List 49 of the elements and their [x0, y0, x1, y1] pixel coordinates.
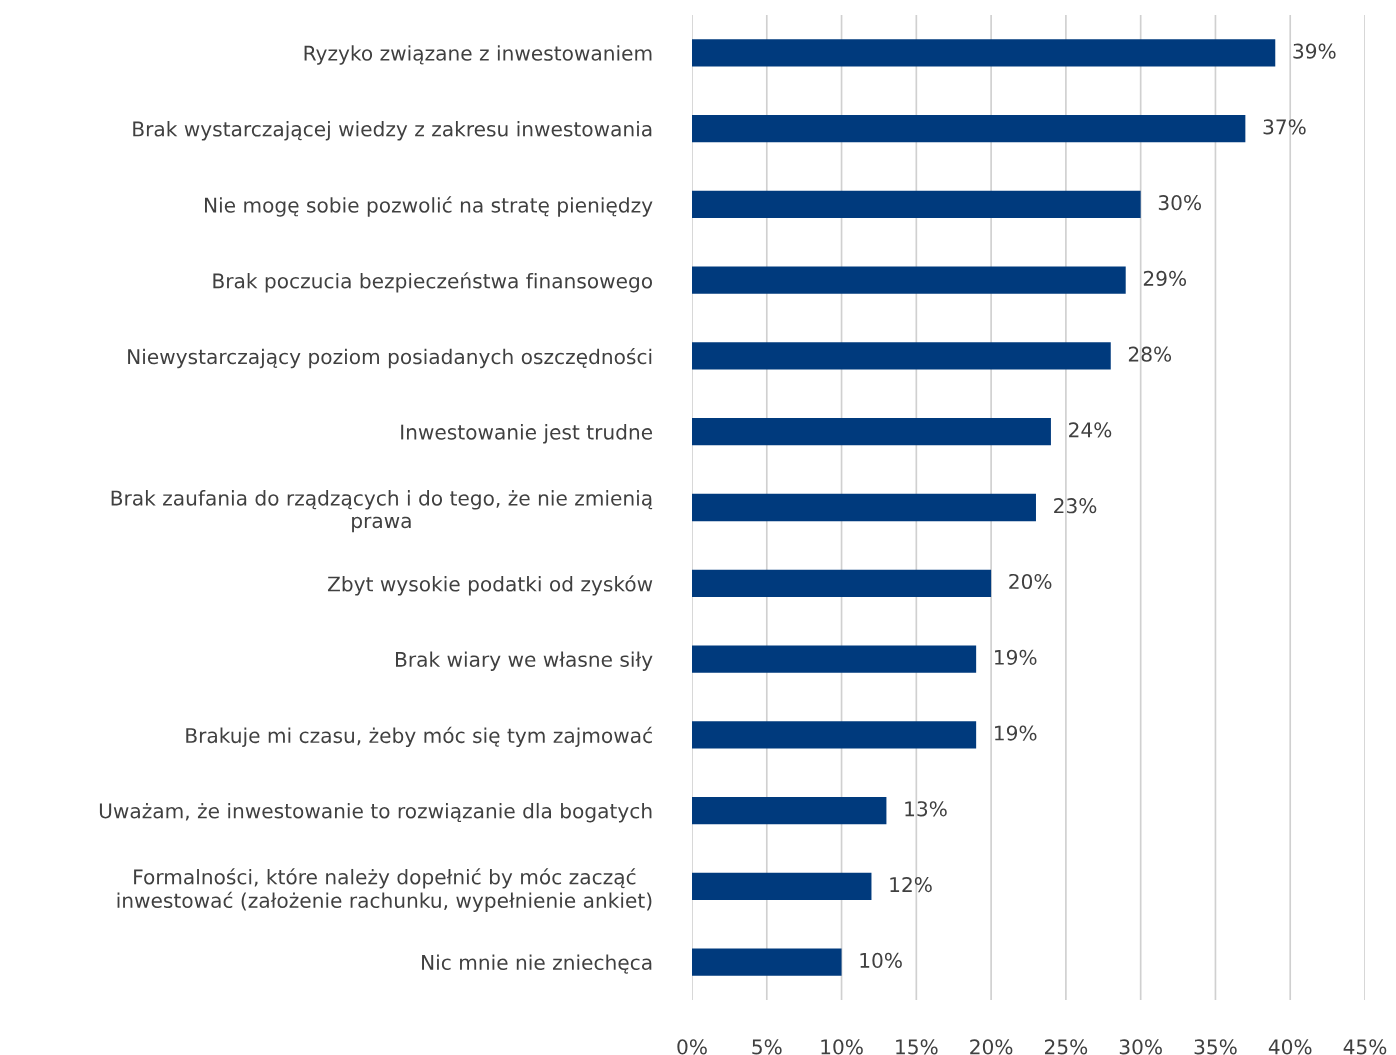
- y-tick-label: Nie mogę sobie pozwolić na stratę pieniędzy: [205, 196, 653, 217]
- x-tick-label: 20%: [970, 1039, 1013, 1055]
- data-label: 13%: [905, 801, 947, 817]
- bar: [692, 872, 872, 900]
- bar: [692, 266, 1126, 294]
- x-tick-label: 25%: [1044, 1039, 1088, 1055]
- data-label: 10%: [860, 952, 902, 968]
- y-tick-label: Uważam, że inwestowanie to rozwiązanie dla bogatych: [99, 802, 652, 823]
- y-tick-label: Brak poczucia bezpieczeństwa finansowego: [213, 272, 653, 293]
- data-label: 39%: [1293, 43, 1336, 59]
- bar: [692, 190, 1141, 219]
- bar: [692, 645, 977, 673]
- x-tick-label: 10%: [821, 1039, 863, 1055]
- bar: [692, 418, 1051, 446]
- x-tick-label: 30%: [1119, 1039, 1162, 1055]
- bar: [692, 796, 887, 825]
- data-label: 12%: [890, 876, 932, 893]
- data-label: 29%: [1143, 270, 1187, 287]
- bar: [692, 493, 1036, 522]
- x-tick-label: 15%: [896, 1039, 938, 1055]
- bar: [692, 569, 992, 597]
- bar: [692, 948, 842, 976]
- data-label: 24%: [1069, 422, 1112, 438]
- data-label: 20%: [1009, 573, 1052, 590]
- data-label: 19%: [995, 649, 1037, 665]
- x-tick-label: 40%: [1268, 1039, 1312, 1055]
- y-tick-label: Brak zaufania do rządzących i do tego, że nie zmienią prawa: [111, 490, 653, 533]
- data-label: 23%: [1054, 498, 1097, 514]
- data-label: 30%: [1158, 195, 1201, 211]
- bar: [692, 39, 1276, 67]
- x-tick-label: 5%: [752, 1039, 782, 1055]
- y-tick-label: Formalności, które należy dopełnić by móc zacząć inwestować (założenie rachunku, wypełnienie ankiet): [117, 868, 652, 912]
- y-tick-label: Brak wystarczającej wiedzy z zakresu inwestowania: [133, 121, 652, 141]
- y-tick-label: Brak wiary we własne siły: [396, 651, 653, 671]
- y-tick-label: Zbyt wysokie podatki od zysków: [327, 575, 653, 596]
- data-label: 28%: [1128, 346, 1172, 362]
- x-tick-label: 45%: [1343, 1039, 1387, 1055]
- x-tick-label: 35%: [1194, 1039, 1237, 1055]
- y-tick-label: Inwestowanie jest trudne: [401, 424, 653, 444]
- data-label: 37%: [1263, 119, 1306, 135]
- y-tick-label: Nic mnie nie zniechęca: [422, 954, 652, 974]
- y-tick-label: Brakuje mi czasu, żeby móc się tym zajmować: [186, 726, 652, 748]
- bar: [692, 342, 1111, 370]
- x-tick-label: 0%: [677, 1039, 707, 1055]
- y-tick-label: Niewystarczający poziom posiadanych oszczędności: [128, 347, 652, 369]
- bar: [692, 115, 1246, 143]
- y-tick-label: Ryzyko związane z inwestowaniem: [304, 45, 652, 65]
- bar: [692, 721, 977, 749]
- data-label: 19%: [995, 725, 1037, 741]
